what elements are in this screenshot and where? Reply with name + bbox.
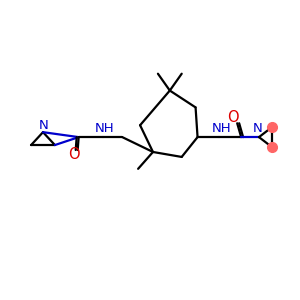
- Text: O: O: [68, 148, 80, 163]
- Text: NH: NH: [212, 122, 231, 135]
- Text: O: O: [227, 110, 239, 125]
- Text: NH: NH: [94, 122, 114, 135]
- Text: N: N: [39, 119, 49, 132]
- Text: N: N: [253, 122, 263, 135]
